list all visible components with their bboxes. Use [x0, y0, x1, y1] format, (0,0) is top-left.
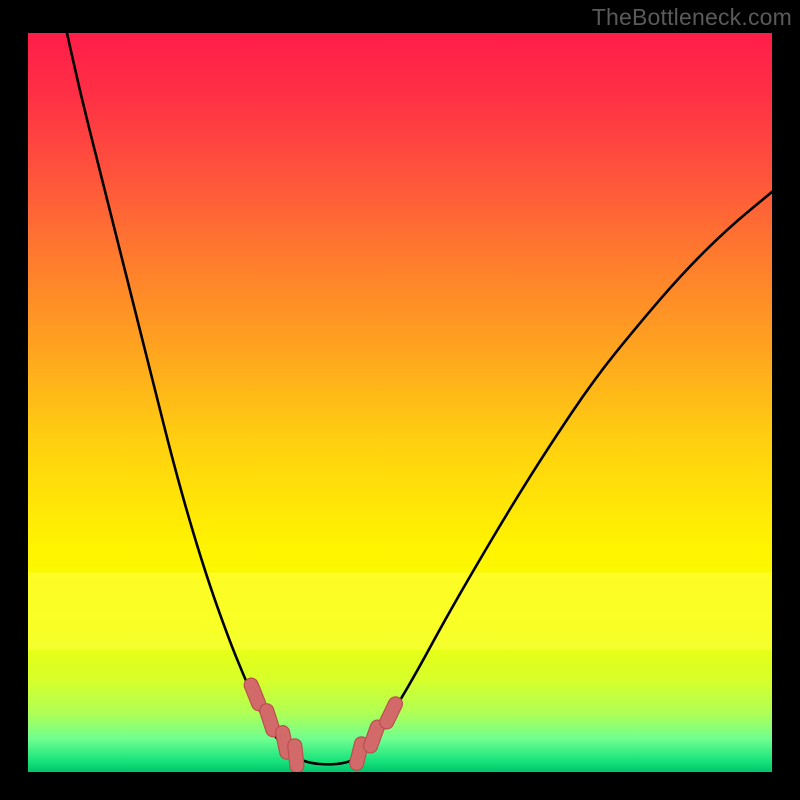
plot-area: [28, 33, 772, 772]
frame-left: [0, 0, 28, 800]
yellow-band: [28, 572, 772, 650]
gradient-background: [28, 33, 772, 772]
frame-right: [772, 0, 800, 800]
plot-svg: [28, 33, 772, 772]
frame-bottom: [0, 772, 800, 800]
watermark-text: TheBottleneck.com: [592, 4, 792, 31]
chart-canvas: TheBottleneck.com: [0, 0, 800, 800]
